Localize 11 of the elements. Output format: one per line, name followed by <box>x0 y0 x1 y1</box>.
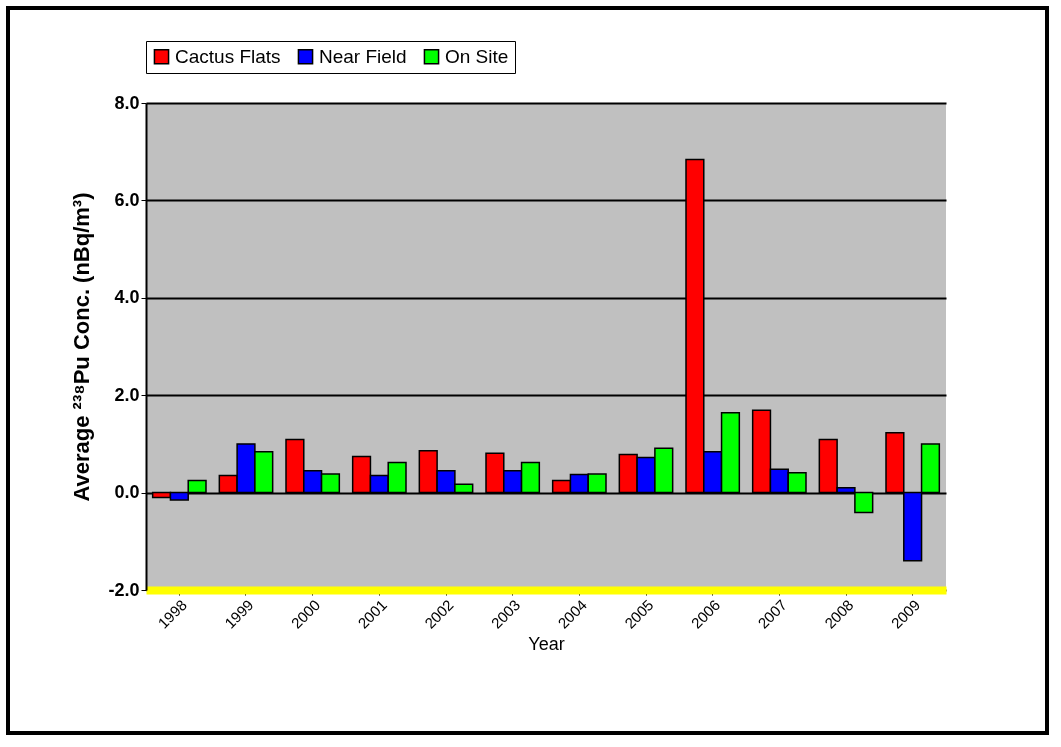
y-tick-label: 2.0 <box>114 384 140 405</box>
x-axis-title: Year <box>528 633 565 654</box>
legend-label: Cactus Flats <box>175 45 281 67</box>
y-tick-label: 4.0 <box>114 287 140 308</box>
y-tick-label: -2.0 <box>108 579 140 600</box>
y-tick-label: 0.0 <box>114 482 140 503</box>
legend-label: Near Field <box>319 45 407 67</box>
y-tick-label: 6.0 <box>114 189 140 210</box>
legend-label: On Site <box>445 45 509 67</box>
y-tick-label: 8.0 <box>114 92 140 113</box>
y-axis-title: Average ²³⁸Pu Conc. (nBq/m³) <box>69 192 95 502</box>
